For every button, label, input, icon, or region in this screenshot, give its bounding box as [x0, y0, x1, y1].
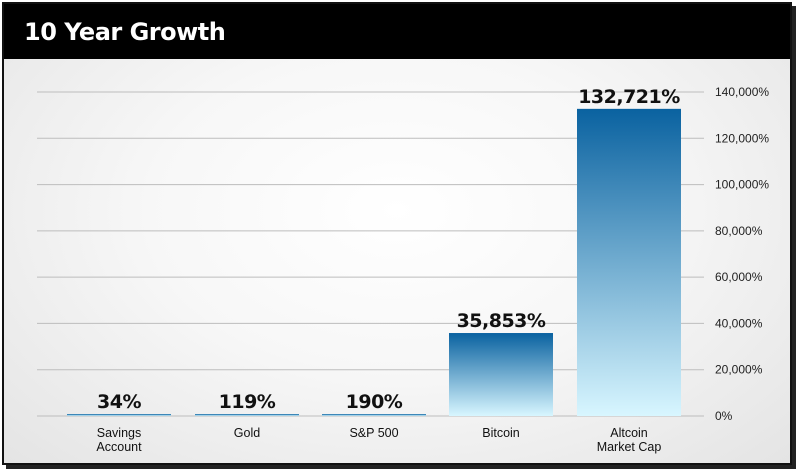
bar — [577, 108, 681, 416]
chart-title: 10 Year Growth — [24, 17, 226, 46]
x-tick-label: S&P 500 — [349, 426, 398, 440]
data-label: 35,853% — [457, 310, 546, 332]
data-labels: 34% 119% 190% 35,853% 132,721% — [97, 86, 681, 413]
x-axis: Savings Account Gold S&P 500 Bitcoin Altcoin M… — [96, 426, 661, 454]
data-label: 119% — [219, 391, 276, 413]
chart-card: 10 Year Growth 34% 119% 190% 35,853% 132,721… — [2, 2, 792, 465]
bar — [195, 414, 299, 416]
data-label: 132,721% — [578, 86, 680, 108]
y-tick-label: 20,000% — [715, 363, 763, 377]
y-tick-label: 120,000% — [715, 131, 769, 145]
x-tick-label: Altcoin Market Cap — [597, 426, 662, 454]
y-tick-label: 100,000% — [715, 178, 769, 192]
y-tick-label: 0% — [715, 409, 733, 423]
y-tick-label: 40,000% — [715, 316, 763, 330]
x-tick-label: Bitcoin — [482, 426, 520, 440]
bar — [67, 414, 171, 416]
data-label: 190% — [346, 391, 403, 413]
bar-chart: 34% 119% 190% 35,853% 132,721% Savings Accoun… — [37, 85, 769, 454]
y-tick-label: 60,000% — [715, 270, 763, 284]
x-tick-label: Gold — [234, 426, 260, 440]
bar — [449, 333, 553, 416]
bar — [322, 414, 426, 416]
data-label: 34% — [97, 391, 141, 413]
x-tick-label: Savings Account — [96, 426, 142, 454]
y-axis: 0% 20,000% 40,000% 60,000% 80,000% 100,000% 12… — [715, 85, 769, 423]
y-tick-label: 80,000% — [715, 224, 763, 238]
y-tick-label: 140,000% — [715, 85, 769, 99]
bars — [67, 108, 681, 416]
title-bar: 10 Year Growth — [4, 4, 790, 59]
